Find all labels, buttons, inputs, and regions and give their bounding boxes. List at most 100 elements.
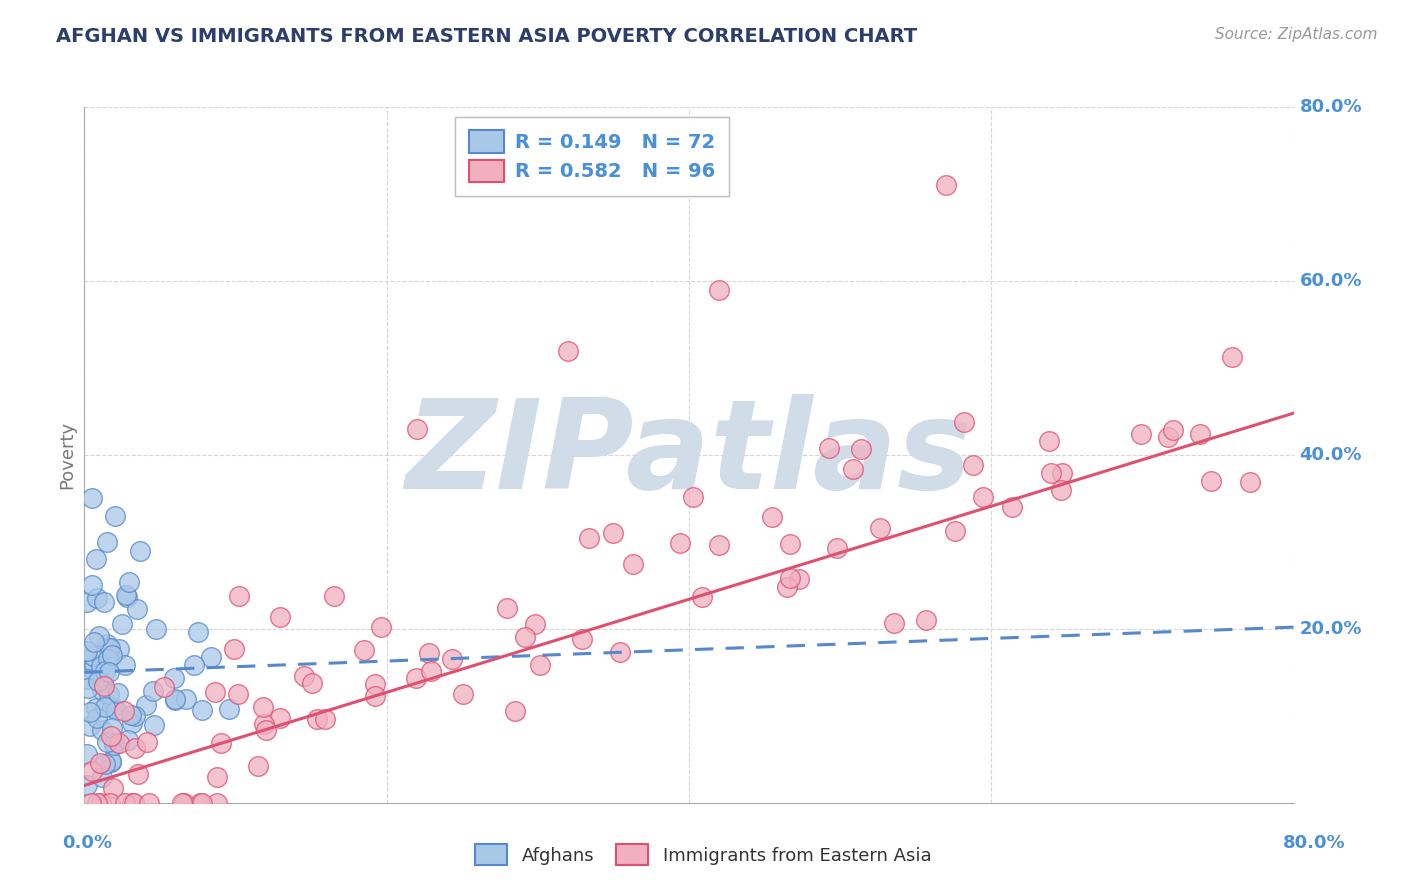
- Point: [97, 665, 120, 679]
- Point: [174, 691, 197, 706]
- Point: [690, 591, 713, 605]
- Point: [322, 589, 344, 603]
- Point: [707, 538, 730, 552]
- Point: [943, 524, 966, 538]
- Point: [307, 713, 329, 727]
- Point: [207, 770, 229, 784]
- Point: [188, 796, 211, 810]
- Point: [779, 537, 801, 551]
- Point: [364, 677, 387, 691]
- Point: [779, 571, 801, 585]
- Point: [153, 681, 176, 695]
- Point: [842, 462, 865, 476]
- Point: [98, 640, 121, 655]
- Point: [100, 755, 122, 769]
- Point: [77, 681, 100, 696]
- Point: [76, 644, 98, 658]
- Point: [90, 723, 112, 738]
- Point: [191, 796, 214, 810]
- Point: [191, 703, 214, 717]
- Point: [112, 704, 135, 718]
- Point: [370, 620, 392, 634]
- Point: [135, 698, 157, 713]
- Point: [103, 738, 125, 752]
- Point: [121, 716, 143, 731]
- Point: [97, 652, 120, 666]
- Point: [108, 736, 131, 750]
- Point: [76, 778, 98, 792]
- Point: [571, 632, 593, 646]
- Point: [1038, 434, 1060, 448]
- Point: [90, 770, 112, 784]
- Point: [578, 532, 600, 546]
- Point: [294, 669, 316, 683]
- Point: [869, 521, 891, 535]
- Point: [503, 704, 526, 718]
- Point: [93, 679, 115, 693]
- Point: [623, 557, 645, 571]
- Point: [173, 796, 195, 810]
- Point: [103, 736, 125, 750]
- Point: [86, 591, 108, 605]
- Point: [124, 741, 146, 756]
- Point: [222, 642, 245, 657]
- Point: [200, 649, 222, 664]
- Point: [127, 767, 149, 781]
- Point: [883, 615, 905, 630]
- Point: [187, 625, 209, 640]
- Point: [101, 722, 124, 736]
- Point: [94, 664, 117, 678]
- Point: [1039, 466, 1062, 480]
- Point: [76, 595, 98, 609]
- Point: [111, 617, 134, 632]
- Point: [98, 796, 121, 810]
- Point: [226, 687, 249, 701]
- Point: [128, 543, 150, 558]
- Point: [86, 552, 108, 566]
- Point: [90, 796, 112, 810]
- Point: [228, 589, 250, 603]
- Point: [142, 718, 165, 732]
- Point: [204, 685, 226, 699]
- Point: [247, 758, 270, 772]
- Point: [86, 796, 108, 810]
- Point: [1239, 475, 1261, 489]
- Point: [82, 662, 104, 676]
- Point: [101, 648, 124, 662]
- Point: [115, 589, 138, 603]
- Point: [209, 736, 232, 750]
- Point: [165, 693, 187, 707]
- Point: [76, 672, 98, 686]
- Point: [163, 671, 186, 685]
- Point: [418, 646, 440, 660]
- Point: [1199, 474, 1222, 488]
- Point: [776, 580, 799, 594]
- Point: [953, 415, 976, 429]
- Text: 60.0%: 60.0%: [1299, 272, 1362, 290]
- Point: [301, 675, 323, 690]
- Point: [97, 687, 120, 701]
- Point: [114, 796, 136, 810]
- Point: [1157, 430, 1180, 444]
- Point: [453, 687, 475, 701]
- Point: [1161, 423, 1184, 437]
- Point: [557, 343, 579, 358]
- Point: [602, 526, 624, 541]
- Point: [94, 699, 117, 714]
- Point: [353, 643, 375, 657]
- Point: [80, 491, 103, 506]
- Point: [269, 711, 291, 725]
- Point: [97, 641, 120, 656]
- Point: [104, 508, 127, 523]
- Point: [1189, 427, 1212, 442]
- Point: [136, 735, 159, 749]
- Point: [96, 735, 118, 749]
- Text: 20.0%: 20.0%: [1299, 620, 1362, 638]
- Point: [87, 630, 110, 644]
- Point: [86, 711, 108, 725]
- Point: [787, 572, 810, 586]
- Point: [364, 689, 387, 703]
- Point: [172, 796, 194, 810]
- Point: [124, 709, 146, 723]
- Point: [83, 635, 105, 649]
